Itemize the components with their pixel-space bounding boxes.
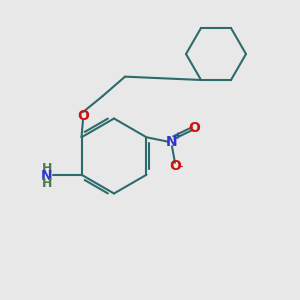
Text: N: N [166,135,178,149]
Text: -: - [179,160,183,173]
Text: H: H [42,162,52,175]
Text: +: + [173,131,181,141]
Text: H: H [42,177,52,190]
Text: O: O [188,121,200,135]
Text: O: O [169,159,181,173]
Text: N: N [41,169,53,183]
Text: O: O [77,109,89,123]
